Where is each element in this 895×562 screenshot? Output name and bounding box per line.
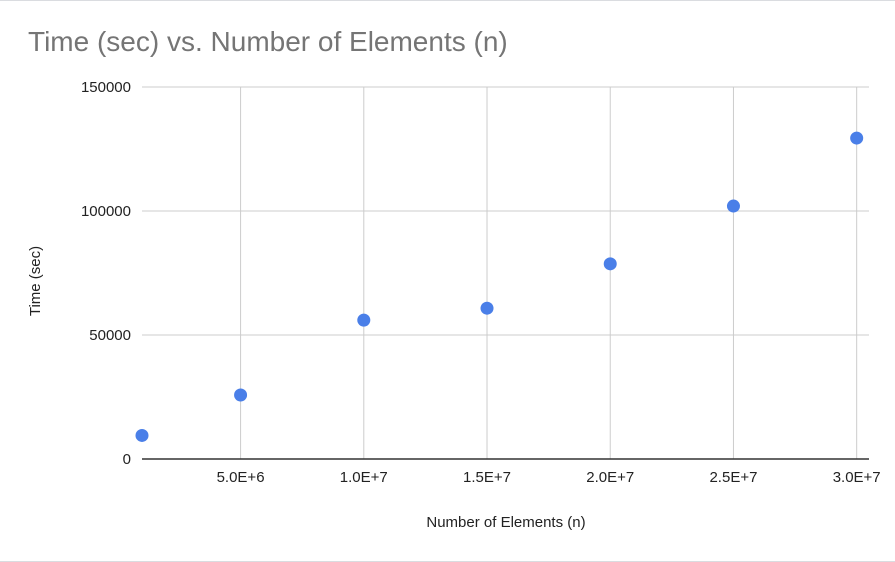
y-tick-label: 50000	[89, 327, 131, 344]
y-tick-label: 0	[123, 451, 131, 468]
y-axis-title: Time (sec)	[27, 246, 44, 316]
data-point	[357, 313, 371, 327]
x-tick-label: 1.5E+7	[463, 469, 511, 486]
data-point	[726, 199, 740, 213]
data-point	[135, 428, 149, 442]
x-tick-label: 2.0E+7	[586, 469, 634, 486]
y-tick-label: 100000	[81, 203, 131, 220]
x-tick-labels: 5.0E+6 1.0E+7 1.5E+7 2.0E+7 2.5E+7 3.0E+7	[217, 469, 881, 486]
y-tick-labels: 0 50000 100000 150000	[81, 79, 131, 468]
data-points	[135, 131, 864, 442]
x-axis-title: Number of Elements (n)	[426, 514, 585, 531]
x-tick-label: 3.0E+7	[833, 469, 881, 486]
y-tick-label: 150000	[81, 79, 131, 96]
data-point	[850, 131, 864, 145]
data-point	[603, 257, 617, 271]
data-point	[234, 388, 248, 402]
data-point	[480, 301, 494, 315]
grid-lines	[142, 86, 869, 459]
chart-title: Time (sec) vs. Number of Elements (n)	[28, 26, 508, 57]
x-tick-label: 2.5E+7	[709, 469, 757, 486]
x-tick-label: 1.0E+7	[340, 469, 388, 486]
x-tick-label: 5.0E+6	[217, 469, 265, 486]
